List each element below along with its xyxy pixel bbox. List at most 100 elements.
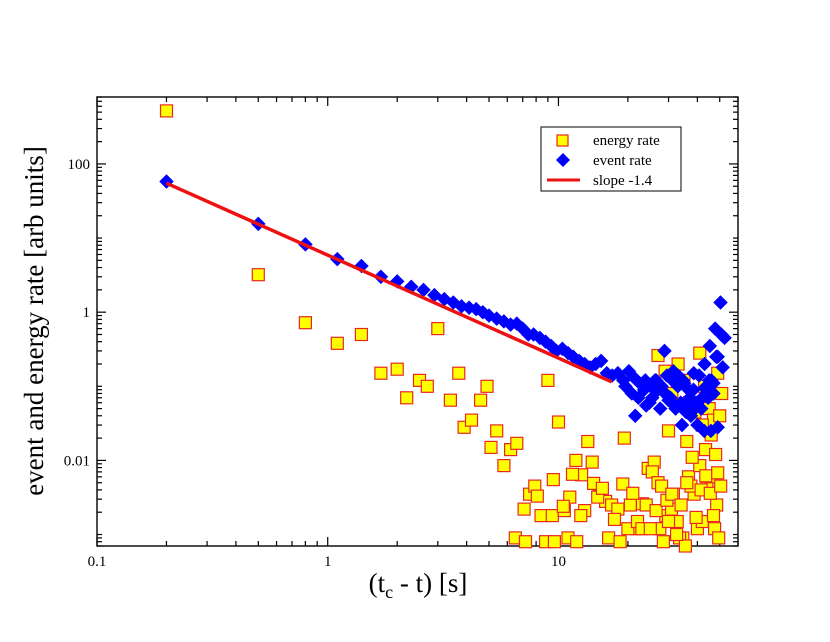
x-tick-label: 10 (551, 554, 566, 570)
event-rate-point (593, 353, 609, 369)
event-rate-point (717, 330, 732, 346)
energy-rate-point (714, 479, 728, 493)
event-rate-point (627, 408, 643, 424)
x-tick-label: 1 (324, 554, 332, 570)
energy-rate-point (661, 424, 676, 438)
energy-rate-point (474, 393, 488, 407)
energy-rate-point (556, 499, 570, 513)
y-axis-label: event and energy rate [arb units] (19, 146, 49, 496)
energy-rate-point (706, 509, 721, 523)
energy-rate-point (517, 502, 531, 516)
axis-tick-labels: 0.1 1 10 0.01 1 100 (64, 157, 566, 570)
event-rate-point (706, 386, 721, 401)
energy-rate-point (510, 436, 524, 450)
energy-rate-point (390, 362, 404, 376)
x-axis-label: (tc - t) [s] (369, 568, 468, 602)
energy-rate-point (530, 489, 544, 503)
legend-event-marker (556, 153, 570, 167)
energy-rate-point (431, 322, 445, 336)
slope-fit-line (165, 181, 613, 384)
energy-rate-point (545, 509, 559, 523)
energy-rate-point (551, 415, 566, 429)
energy-rate-point (626, 486, 640, 500)
event-rate-point (713, 295, 728, 310)
event-rate-point (676, 375, 692, 391)
event-rate-point (715, 360, 731, 375)
event-rate-point (710, 419, 726, 435)
event-rate-point (638, 398, 654, 413)
axis-ticks (96, 96, 739, 547)
energy-rate-point (354, 327, 368, 342)
energy-rate-point (617, 431, 631, 445)
energy-rate-point (581, 434, 595, 449)
energy-rate-point (374, 366, 388, 380)
event-rate-point (691, 368, 707, 383)
energy-rate-point (452, 366, 466, 380)
energy-rate-point (497, 459, 511, 473)
energy-rate-point (547, 535, 562, 549)
event-rate-point (682, 390, 697, 406)
y-tick-label: 1 (83, 305, 91, 321)
energy-rate-point (661, 514, 676, 529)
energy-rate-point (490, 424, 504, 438)
legend-energy-marker (556, 134, 569, 147)
energy-rate-point (649, 504, 663, 518)
energy-rate-point (699, 469, 713, 483)
energy-rate-point (484, 440, 498, 454)
energy-rate-point (680, 434, 694, 449)
energy-rate-point (665, 487, 679, 501)
plot-area-frame (96, 96, 739, 547)
y-tick-label: 100 (68, 157, 91, 173)
energy-rate-point (298, 316, 312, 330)
event-rate-point (697, 356, 712, 372)
energy-rate-point (703, 486, 717, 500)
energy-rate-point (643, 522, 657, 536)
event-rate-point (674, 417, 690, 433)
event-rate-point (636, 382, 652, 398)
event-rate-point (652, 401, 668, 416)
event-rate-point (702, 338, 718, 354)
energy-rate-point (616, 477, 630, 491)
energy-rate-point (674, 498, 688, 512)
energy-rate-point (330, 336, 344, 350)
energy-rate-point (669, 527, 684, 542)
energy-rate-point (420, 379, 434, 393)
energy-rate-point (541, 373, 555, 387)
energy-rate-point (601, 531, 616, 545)
energy-rate-point (708, 447, 723, 462)
energy-rate-point (574, 509, 588, 523)
event-rate-point (701, 373, 717, 388)
energy-rate-point (656, 535, 671, 549)
energy-rate-point (159, 104, 174, 118)
legend-energy-label: energy rate (593, 133, 660, 149)
energy-rate-point (443, 393, 457, 407)
energy-rate-point (518, 535, 533, 549)
energy-rate-point (623, 498, 638, 512)
energy-rate-point (534, 509, 548, 523)
fit-line-series (165, 181, 613, 384)
event-rate-point (657, 343, 672, 359)
energy-rate-point (565, 467, 580, 481)
x-tick-label: 0.1 (88, 554, 107, 570)
energy-rate-point (480, 379, 494, 393)
event-rate-point (692, 392, 708, 408)
legend-fit-label: slope -1.4 (593, 173, 653, 189)
energy-rate-point (713, 409, 727, 423)
event-rate-point (657, 386, 673, 401)
energy-rate-point (585, 455, 599, 469)
energy-rate-point (400, 391, 414, 405)
energy-rate-point (685, 450, 699, 464)
energy-rate-series (159, 104, 729, 553)
energy-rate-point (570, 535, 584, 549)
energy-rate-point (678, 539, 693, 553)
energy-rate-point (711, 466, 725, 480)
event-rate-point (664, 395, 680, 411)
event-rate-point (710, 349, 726, 365)
energy-rate-point (680, 476, 694, 490)
energy-rate-point (546, 473, 560, 487)
energy-rate-point (464, 413, 479, 427)
energy-rate-point (689, 510, 703, 524)
event-rate-series (159, 174, 732, 439)
y-tick-label: 0.01 (64, 453, 90, 469)
